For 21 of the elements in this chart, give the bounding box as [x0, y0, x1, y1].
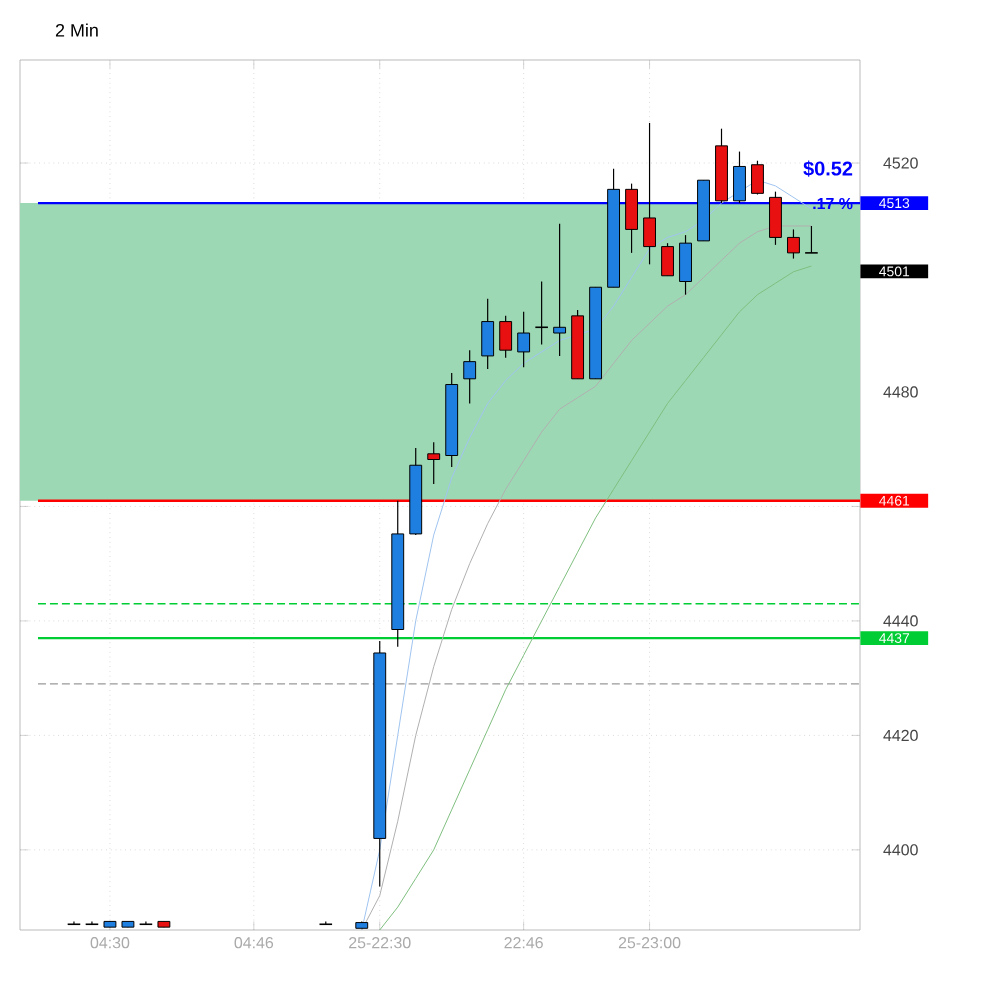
- candlestick: [733, 150, 746, 204]
- candlestick: [769, 191, 782, 246]
- candlestick: [643, 122, 656, 265]
- candlestick: [625, 183, 638, 254]
- candlestick: [427, 441, 441, 485]
- candlestick: [499, 315, 513, 359]
- annotation: $0.52: [803, 160, 853, 177]
- candlestick: [751, 160, 764, 196]
- candlestick: [481, 298, 495, 370]
- candlestick: [463, 349, 477, 405]
- candlestick: [804, 225, 819, 254]
- candlestick: [679, 234, 692, 296]
- candlestick: [84, 920, 100, 926]
- candlestick: [66, 920, 82, 926]
- candlestick: [661, 242, 674, 277]
- chart-title: 2 Min: [55, 23, 98, 37]
- candlestick: [138, 920, 153, 926]
- candlestick: [517, 311, 531, 368]
- candlestick: [553, 223, 567, 357]
- candlestick: [534, 280, 549, 346]
- candlestick: [787, 228, 800, 260]
